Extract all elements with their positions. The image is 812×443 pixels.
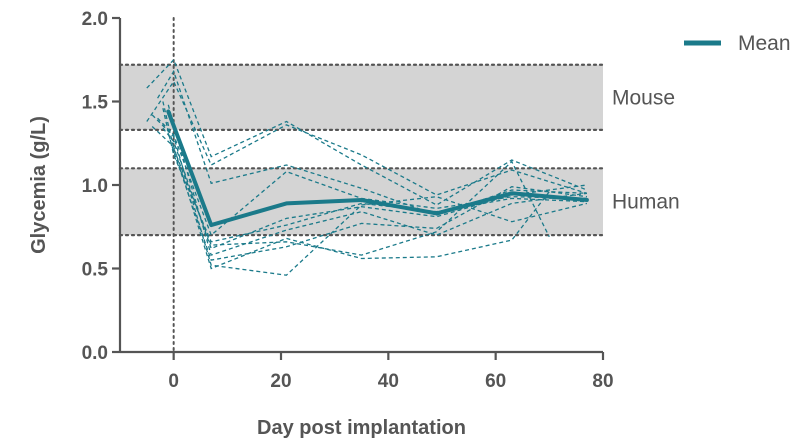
y-tick-label: 2.0: [82, 9, 108, 30]
individual-series-group: [146, 58, 588, 276]
individual-series-line-1: [146, 58, 588, 206]
band-label-mouse: Mouse: [612, 86, 675, 109]
y-tick-label: 1.5: [82, 93, 109, 114]
axes: 0.0 0.5 1.0 1.5 2.0 0 20 40 60 80: [82, 9, 614, 392]
legend-label: Mean: [738, 32, 791, 55]
chart-labels: Day post implantation Glycemia (g/L) Mea…: [28, 32, 791, 439]
y-tick-label: 1.0: [82, 176, 108, 197]
mean-series-line: [166, 109, 589, 228]
x-tick-label: 20: [270, 371, 291, 392]
individual-series-line-10: [151, 126, 550, 270]
x-tick-label: 0: [168, 371, 179, 392]
x-tick-label: 40: [378, 371, 399, 392]
individual-series-line-11: [162, 101, 550, 256]
reference-bands: [118, 63, 605, 237]
x-axis-title: Day post implantation: [257, 417, 466, 439]
individual-series-line-2: [146, 80, 588, 196]
band-mouse: [120, 64, 603, 130]
y-tick-label: 0.5: [82, 260, 109, 281]
individual-series-line-4: [157, 117, 587, 237]
individual-series-line-8: [167, 133, 587, 261]
y-tick-label: 0.0: [82, 343, 108, 364]
band-label-human: Human: [612, 191, 680, 214]
x-tick-label: 60: [485, 371, 506, 392]
y-axis-title: Glycemia (g/L): [28, 116, 50, 254]
individual-series-line-9: [151, 114, 588, 276]
x-tick-label: 80: [592, 371, 613, 392]
mean-series-group: [166, 109, 589, 228]
